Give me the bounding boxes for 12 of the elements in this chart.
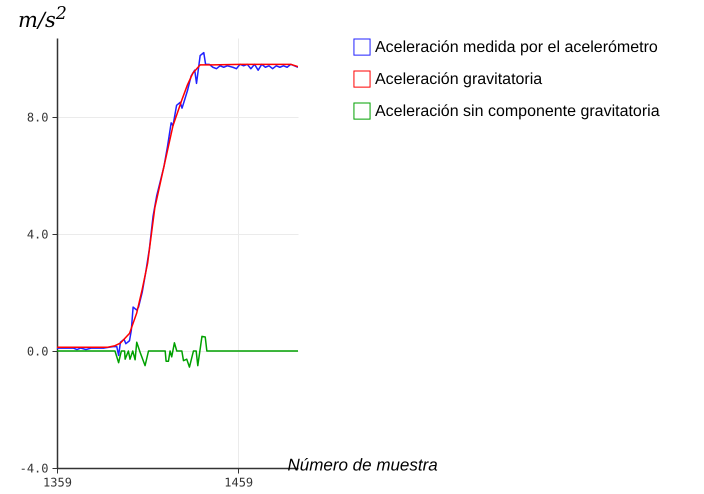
y-tick-label: 0.0 xyxy=(26,344,48,358)
x-tick-label: 1459 xyxy=(224,476,254,490)
legend-label: Aceleración sin componente gravitatoria xyxy=(375,103,660,120)
x-axis-title: Número de muestra xyxy=(288,456,438,474)
legend-label: Aceleración medida por el acelerómetro xyxy=(375,39,658,56)
y-tick-label: -4.0 xyxy=(20,462,48,476)
y-tick-label: 4.0 xyxy=(26,227,48,242)
x-tick-label: 1359 xyxy=(43,476,72,490)
y-axis-title: m/s$^{2}$ xyxy=(18,4,67,32)
legend-label: Aceleración gravitatoria xyxy=(375,71,542,88)
line-series xyxy=(57,336,298,368)
y-tick-label: 8.0 xyxy=(26,110,48,124)
